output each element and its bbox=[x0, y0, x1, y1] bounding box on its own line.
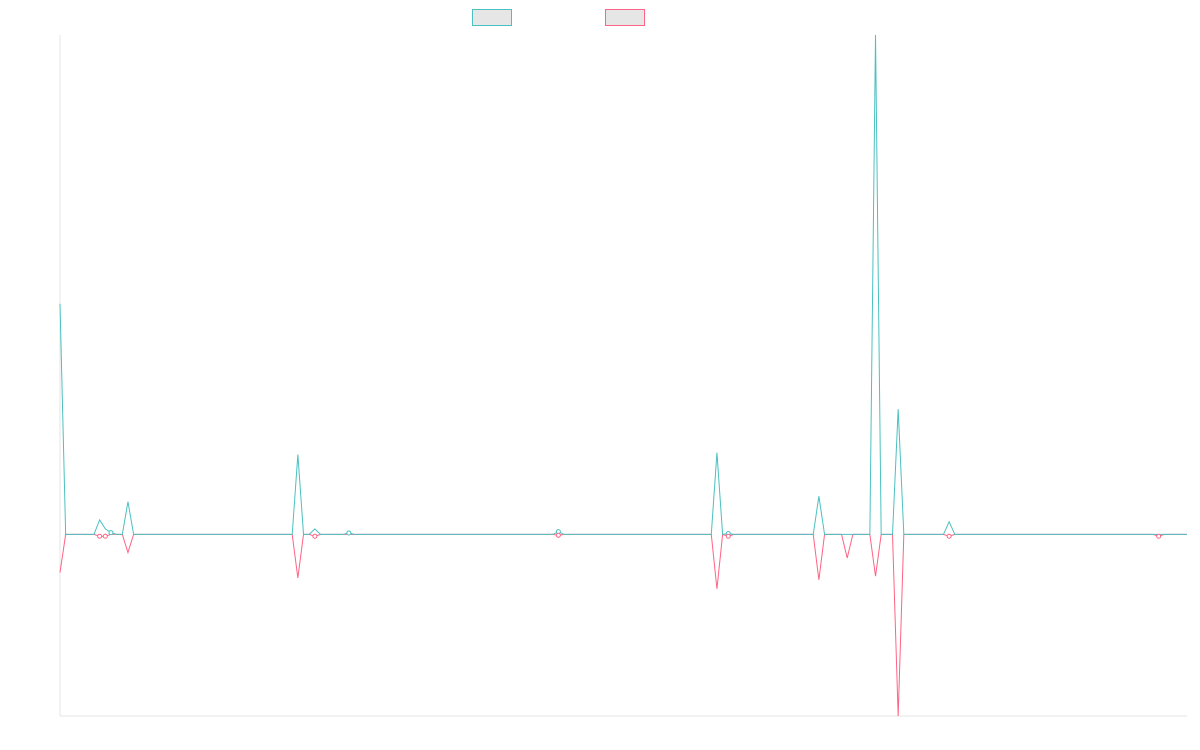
series-line-2 bbox=[59, 533, 1187, 717]
data-point-s2-194[interactable] bbox=[1156, 533, 1162, 539]
series-line-1 bbox=[59, 34, 1187, 535]
data-point-s1-9[interactable] bbox=[108, 530, 114, 536]
data-point-s2-8[interactable] bbox=[102, 533, 108, 539]
legend-item-1[interactable] bbox=[472, 9, 512, 26]
data-point-s2-45[interactable] bbox=[312, 533, 318, 539]
data-point-s1-51[interactable] bbox=[346, 530, 352, 536]
legend-swatch-2[interactable] bbox=[605, 9, 645, 26]
series-layer bbox=[59, 34, 1187, 717]
data-point-s2-157[interactable] bbox=[946, 533, 952, 539]
data-point-s2-118[interactable] bbox=[725, 533, 731, 539]
legend[interactable] bbox=[472, 9, 645, 26]
legend-item-2[interactable] bbox=[605, 9, 645, 26]
data-point-s2-7[interactable] bbox=[97, 533, 103, 539]
legend-swatch-1[interactable] bbox=[472, 9, 512, 26]
data-point-s2-88[interactable] bbox=[555, 532, 561, 538]
